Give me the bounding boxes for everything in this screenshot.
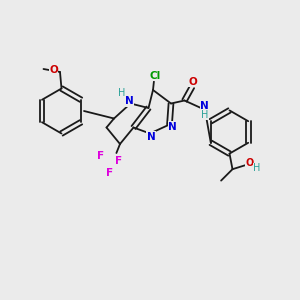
Text: F: F: [106, 168, 113, 178]
Text: N: N: [168, 122, 177, 132]
Text: N: N: [200, 100, 209, 111]
Text: N: N: [146, 131, 155, 142]
Text: N: N: [124, 96, 134, 106]
Text: H: H: [253, 163, 260, 173]
Text: O: O: [245, 158, 254, 168]
Text: H: H: [201, 110, 208, 120]
Text: O: O: [49, 64, 58, 75]
Text: O: O: [188, 76, 197, 87]
Text: Cl: Cl: [150, 70, 161, 81]
Text: F: F: [115, 156, 122, 166]
Text: H: H: [118, 88, 126, 98]
Text: F: F: [97, 151, 104, 161]
